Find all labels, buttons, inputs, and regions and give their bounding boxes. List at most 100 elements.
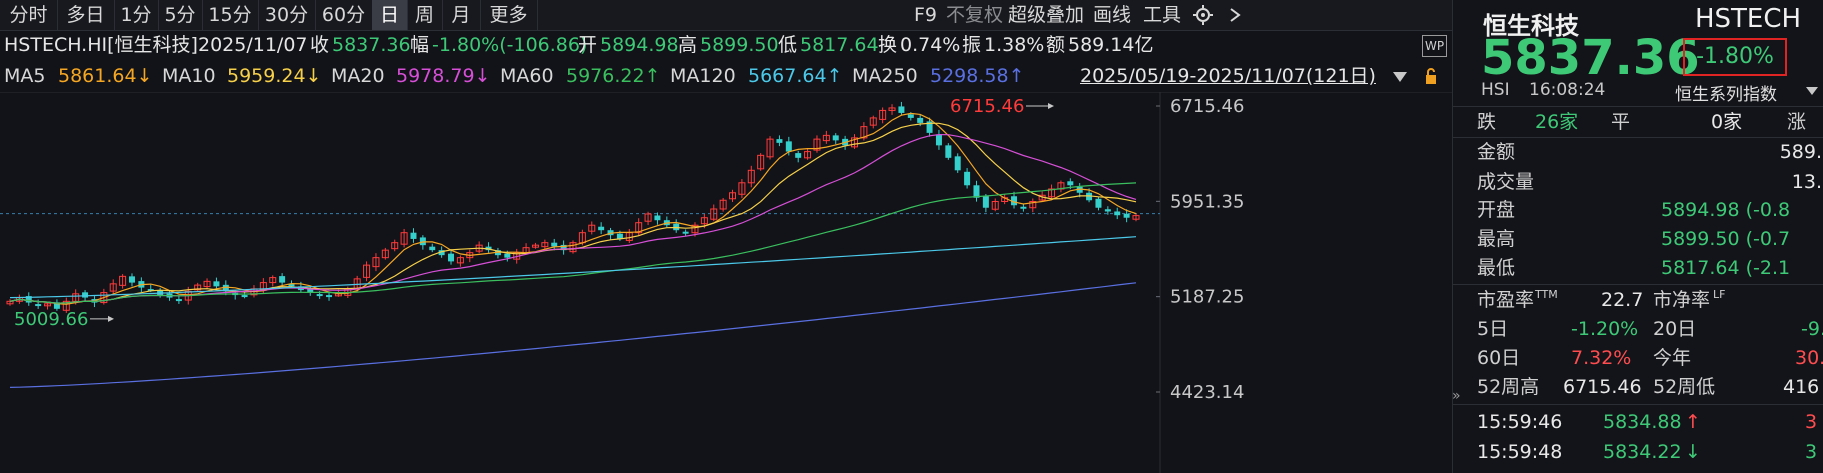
candle-body	[1123, 213, 1130, 218]
candle-body	[279, 276, 286, 283]
kline-chart[interactable]: 6715.46 5951.35 5187.25 4423.14 6715.46 5009.…	[0, 92, 1452, 473]
candle-body	[616, 233, 623, 239]
candle-body	[372, 257, 380, 268]
series-dropdown-icon[interactable]	[1805, 84, 1819, 98]
period-tab-30min[interactable]: 30分	[258, 0, 316, 30]
candle-body	[560, 244, 567, 251]
change-label: 幅	[410, 34, 430, 56]
candle-body	[982, 196, 989, 208]
tick-price: 5834.88	[1603, 411, 1682, 433]
candle-body	[429, 246, 436, 251]
down-count: 26家	[1535, 111, 1579, 133]
tick-up-arrow-icon: ↑	[1685, 411, 1701, 433]
stat-row-volume: 成交量 13.	[1453, 168, 1823, 197]
ma250-line	[9, 282, 1137, 388]
candle-body	[588, 224, 596, 232]
candle-body	[776, 139, 783, 143]
chevron-right-icon[interactable]	[1228, 7, 1242, 23]
candle-body	[973, 185, 980, 198]
candle-body	[541, 242, 549, 248]
candle-body	[504, 253, 511, 258]
period-tab-month[interactable]: 月	[442, 0, 481, 30]
tick-row: 15:59:46 5834.88 ↑ 3	[1453, 407, 1823, 437]
tick-volume: 3	[1805, 411, 1818, 433]
candle-body	[44, 303, 52, 307]
quote-panel: 恒生科技 HSTECH 5837.36 -1.80% HSI 16:08:24 …	[1452, 0, 1823, 473]
breadth-row: 跌 26家 平 0家 涨	[1453, 108, 1823, 137]
tools-button[interactable]: 工具	[1143, 4, 1182, 26]
stat-label: 金额	[1477, 141, 1516, 163]
y-tick-label: 5187.25	[1170, 287, 1244, 308]
ma10-name: MA10	[162, 65, 216, 87]
candle-body	[456, 257, 464, 264]
candle-body	[917, 117, 924, 123]
overlay-button[interactable]: 超级叠加	[1008, 4, 1085, 26]
candle-body	[551, 242, 558, 247]
candle-body	[400, 232, 408, 245]
stat-row-high: 最高 5899.50 (-0.7	[1453, 225, 1823, 254]
candle-body	[888, 107, 896, 111]
candle-body	[531, 244, 539, 248]
candle-body	[410, 232, 417, 239]
y-tick-label: 5951.35	[1170, 191, 1244, 212]
candle-body	[147, 289, 154, 292]
period-tab-5min[interactable]: 5分	[158, 0, 203, 30]
candle-body	[1020, 206, 1027, 209]
ma120-value: 5667.64↑	[748, 65, 843, 87]
candle-body	[1095, 198, 1102, 208]
candle-body	[100, 292, 108, 304]
period-tab-60min[interactable]: 60分	[315, 0, 373, 30]
candle-body	[391, 242, 399, 250]
settings-gear-icon[interactable]	[1192, 4, 1214, 26]
period-tab-intraday[interactable]: 分时	[0, 0, 58, 30]
period-tab-more[interactable]: 更多	[480, 0, 538, 30]
candle-body	[288, 284, 295, 287]
stat-row-amount: 金额 589.	[1453, 138, 1823, 167]
candle-body	[879, 109, 887, 120]
candle-body	[6, 300, 14, 305]
candle-body	[1048, 188, 1056, 198]
max-price-label: 6715.46	[950, 96, 1024, 117]
adjust-toggle[interactable]: 不复权	[946, 4, 1004, 26]
ma250-value: 5298.58↑	[930, 65, 1025, 87]
candle-body	[710, 208, 718, 220]
period-tab-multiday[interactable]: 多日	[57, 0, 115, 30]
candle-body	[222, 284, 229, 292]
candle-body	[1086, 192, 1093, 201]
chart-background	[0, 92, 1452, 473]
candle-body	[1132, 215, 1140, 220]
quote-time: 16:08:24	[1529, 80, 1606, 100]
period-tab-1min[interactable]: 1分	[114, 0, 159, 30]
range-dropdown-icon[interactable]	[1392, 70, 1408, 84]
stat-value: 5899.50 (-0.7	[1661, 228, 1791, 250]
lock-icon[interactable]	[1424, 67, 1438, 85]
period-tab-day[interactable]: 日	[372, 0, 408, 30]
y-tick-label: 4423.14	[1170, 382, 1244, 403]
candle-body	[822, 134, 830, 142]
stat-label: 开盘	[1477, 199, 1516, 221]
f9-button[interactable]: F9	[914, 4, 938, 26]
period-tab-week[interactable]: 周	[407, 0, 443, 30]
date-range-selector[interactable]: 2025/05/19-2025/11/07(121日)	[1080, 65, 1376, 87]
candle-body	[119, 275, 127, 286]
amount-label: 额	[1046, 34, 1066, 56]
candle-body	[1076, 186, 1083, 193]
candle-body	[964, 171, 971, 186]
wp-badge[interactable]: WP	[1422, 35, 1448, 57]
period-tab-15min[interactable]: 15分	[202, 0, 259, 30]
candle-body	[804, 151, 812, 159]
candle-body	[53, 302, 60, 309]
candle-body	[729, 192, 737, 200]
stat-value: 5817.64 (-2.1	[1661, 257, 1791, 279]
candle-body	[269, 277, 277, 284]
candle-body	[381, 249, 389, 259]
candle-body	[869, 117, 877, 126]
perf-row-5d: 5日 -1.20% 20日 -9.	[1453, 315, 1823, 344]
candle-body	[945, 145, 952, 158]
change-percent-badge: -1.80%	[1683, 38, 1787, 76]
up-label: 涨	[1787, 111, 1807, 133]
ma250-name: MA250	[852, 65, 918, 87]
low-label: 低	[778, 34, 798, 56]
expand-panel-icon[interactable]: »	[1452, 388, 1461, 404]
draw-button[interactable]: 画线	[1093, 4, 1132, 26]
